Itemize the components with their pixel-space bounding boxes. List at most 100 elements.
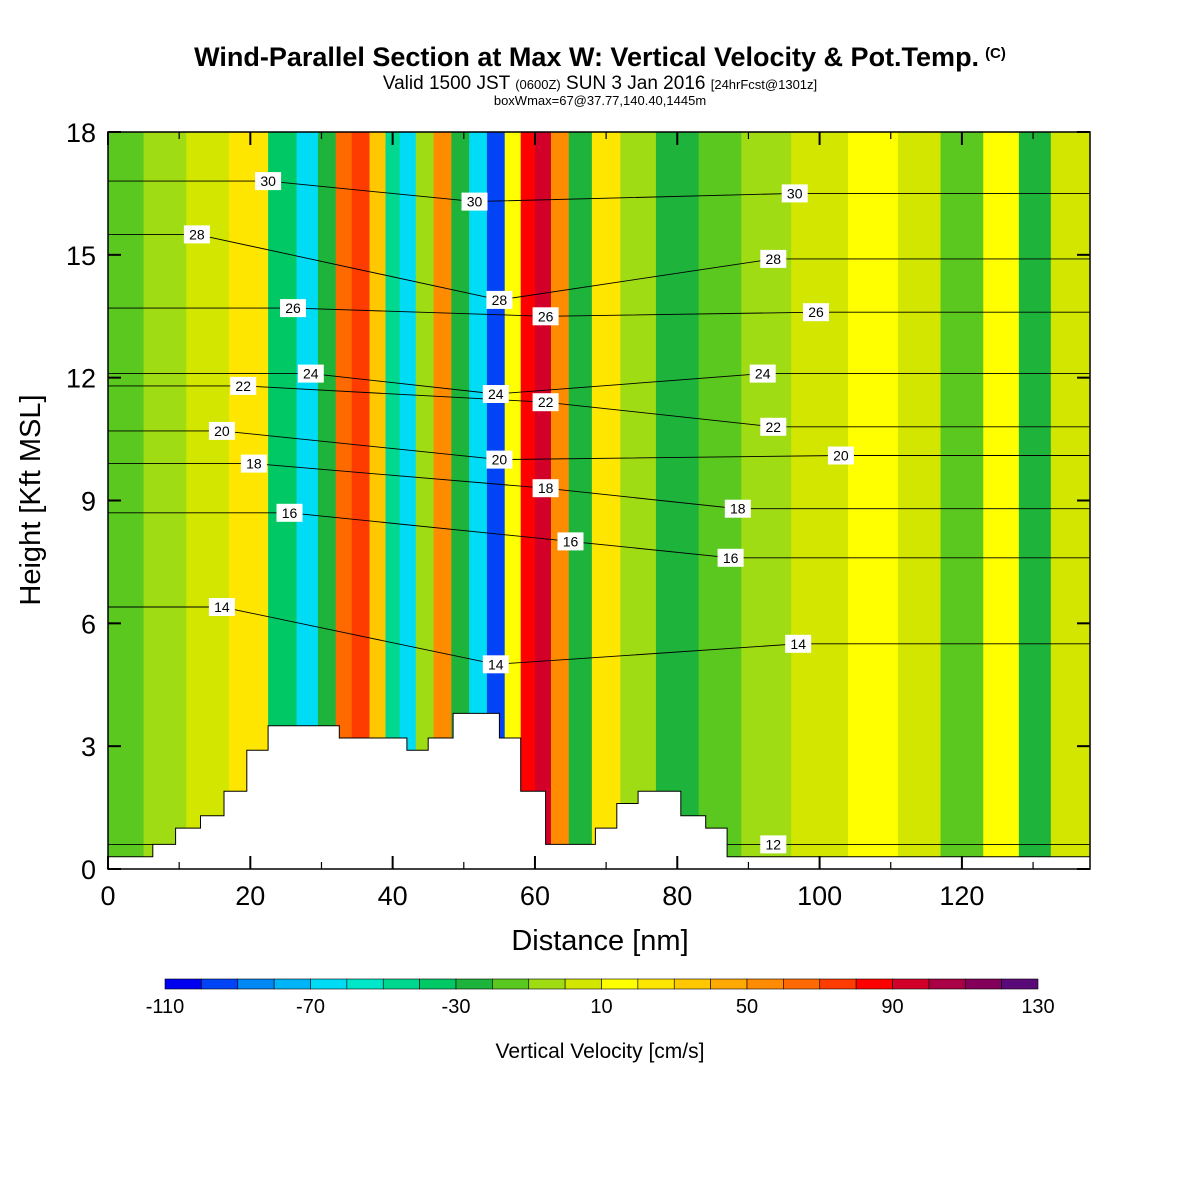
- velocity-band: [399, 132, 417, 869]
- colorbar-swatch: [201, 978, 239, 990]
- contour-label-text: 24: [303, 366, 319, 382]
- contour-label-box: [827, 446, 854, 465]
- contour-label: 26: [532, 307, 559, 326]
- x-tick-label: 100: [797, 881, 842, 911]
- contour-label: 18: [532, 479, 559, 498]
- contour-label-box: [255, 172, 282, 191]
- contour-label-box: [785, 634, 812, 653]
- contour-label-box: [280, 299, 306, 318]
- velocity-band: [568, 132, 593, 869]
- colorbar-swatch: [746, 978, 784, 990]
- colorbar-swatch: [273, 978, 311, 990]
- x-tick-label: 60: [520, 881, 550, 911]
- chart-title: Wind-Parallel Section at Max W: Vertical…: [0, 42, 1200, 73]
- x-tick-label: 20: [235, 881, 265, 911]
- contour-label-box: [240, 454, 267, 473]
- contour-label-text: 28: [189, 226, 205, 242]
- contour-label: 16: [276, 503, 303, 522]
- axes: 0 20 40 60 80 100 120 0 3 6 9 12 15 18: [66, 118, 1090, 911]
- contour-label-text: 20: [492, 452, 508, 468]
- contour-label-box: [482, 385, 509, 403]
- colorbar-swatch: [710, 978, 748, 990]
- contour-label: 24: [749, 364, 776, 383]
- x-tick-label: 0: [100, 881, 115, 911]
- colorbar-tick-label: 90: [881, 996, 903, 1018]
- contour-label: 14: [482, 655, 509, 674]
- contour-label: 18: [240, 454, 267, 473]
- colorbar-swatch: [564, 978, 602, 990]
- colorbar-label: Vertical Velocity [cm/s]: [496, 1040, 705, 1063]
- contour-label-box: [532, 307, 559, 326]
- colorbar-swatch: [419, 978, 457, 990]
- contour-label-text: 14: [488, 656, 504, 672]
- colorbar-tick-label: -70: [296, 996, 325, 1018]
- y-tick-label: 9: [81, 487, 96, 517]
- velocity-band: [469, 132, 488, 869]
- contour-label-box: [717, 548, 744, 567]
- contour-label-box: [230, 376, 257, 395]
- contour-label-text: 22: [538, 394, 554, 410]
- contour-label-box: [276, 503, 303, 522]
- colorbar-swatch: [892, 978, 930, 990]
- velocity-band: [940, 132, 984, 869]
- contour-label-text: 30: [787, 185, 803, 201]
- contour-label-box: [760, 835, 787, 854]
- colorbar-swatch: [819, 978, 857, 990]
- colorbar: -110 -70 -30 10 50 90 130: [146, 978, 1055, 1018]
- colorbar-tick-label: 130: [1021, 996, 1054, 1018]
- contour-label-box: [532, 479, 559, 498]
- contour-label: 16: [717, 548, 744, 567]
- colorbar-swatch: [455, 978, 493, 990]
- contour-label: 20: [208, 421, 235, 440]
- contour-label-text: 16: [282, 505, 298, 521]
- contour-label-text: 30: [260, 173, 276, 189]
- contour-label-text: 22: [235, 378, 251, 394]
- contour-label-text: 14: [214, 599, 230, 615]
- contour-label: 26: [803, 303, 829, 322]
- contour-label: 30: [781, 184, 808, 203]
- contour-label-box: [749, 364, 776, 383]
- colorbar-swatch: [237, 978, 275, 990]
- box-info: boxWmax=67@37.77,140.40,1445m: [493, 93, 707, 108]
- contour-label: 28: [760, 249, 787, 268]
- contour-label: 22: [230, 376, 257, 395]
- contour-label-text: 14: [790, 636, 806, 652]
- velocity-band: [228, 132, 269, 869]
- contour-label-text: 20: [214, 423, 230, 439]
- velocity-band: [550, 132, 570, 869]
- velocity-band: [848, 132, 899, 869]
- contour-label: 24: [297, 364, 324, 383]
- valid-date: SUN 3 Jan 2016: [566, 73, 706, 94]
- contour-label-box: [724, 499, 751, 518]
- contour-label: 28: [183, 225, 210, 244]
- contour-label-text: 24: [488, 386, 504, 402]
- y-tick-label: 3: [81, 732, 96, 762]
- contour-label-text: 18: [538, 480, 554, 496]
- colorbar-swatch: [382, 978, 420, 990]
- colorbar-swatch: [492, 978, 530, 990]
- colorbar-swatch: [637, 978, 675, 990]
- contour-label-text: 20: [833, 448, 849, 464]
- contour-label-text: 16: [563, 533, 579, 549]
- colorbar-swatch: [601, 978, 639, 990]
- velocity-band: [451, 132, 470, 869]
- contour-label-text: 26: [285, 300, 301, 316]
- velocity-band: [897, 132, 942, 869]
- contour-label-box: [557, 532, 584, 551]
- contour-label: 30: [255, 172, 282, 191]
- contour-label-box: [183, 225, 210, 244]
- colorbar-swatch: [1001, 978, 1039, 990]
- contour-label-box: [297, 364, 324, 383]
- contour-label: 24: [482, 385, 509, 403]
- velocity-band: [143, 132, 187, 869]
- y-tick-label: 12: [66, 364, 96, 394]
- contour-label: 14: [785, 634, 812, 653]
- contour-label: 22: [532, 393, 559, 412]
- contour-label-box: [486, 450, 513, 469]
- terrain-mask: [107, 712, 1091, 870]
- y-tick-label: 0: [81, 855, 96, 885]
- velocity-band: [520, 132, 536, 869]
- valid-prefix: Valid 1500 JST: [382, 73, 510, 94]
- contour-label: 28: [486, 290, 513, 309]
